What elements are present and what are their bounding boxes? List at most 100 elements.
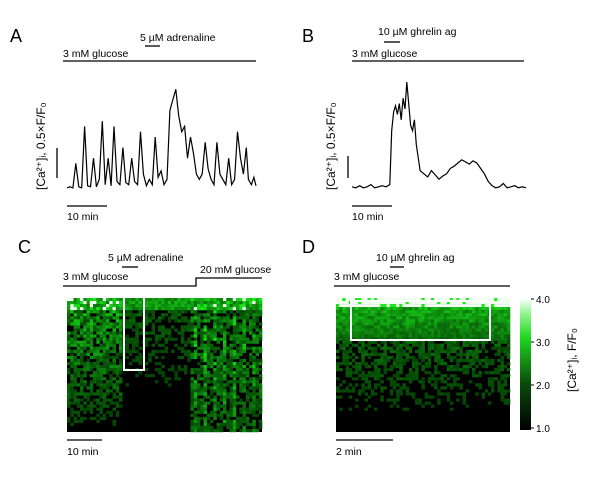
- heatmap-cell: [193, 316, 198, 320]
- heatmap-cell: [475, 355, 479, 360]
- heatmap-cell: [399, 355, 403, 360]
- heatmap-cell: [206, 319, 211, 323]
- heatmap-cell: [415, 298, 419, 302]
- heatmap-cell: [475, 328, 479, 332]
- heatmap-cell: [405, 328, 410, 332]
- heatmap-cell: [236, 416, 240, 420]
- heatmap-cell: [112, 358, 116, 363]
- heatmap-cell: [216, 380, 220, 384]
- heatmap-cell: [380, 331, 384, 335]
- heatmap-cell: [70, 316, 74, 320]
- heatmap-cell: [430, 340, 435, 344]
- heatmap-cell: [437, 352, 441, 356]
- heatmap-cell: [396, 298, 400, 302]
- heatmap-cell: [76, 334, 81, 338]
- heatmap-cell: [128, 301, 133, 305]
- heatmap-cell: [184, 371, 188, 375]
- heatmap-cell: [106, 301, 110, 305]
- heatmap-cell: [197, 383, 201, 387]
- heatmap-cell: [210, 398, 214, 402]
- heatmap-cell: [481, 346, 485, 350]
- heatmap-cell: [361, 334, 365, 338]
- heatmap-cell: [418, 398, 422, 402]
- heatmap-cell: [190, 419, 194, 423]
- heatmap-cell: [213, 319, 217, 323]
- heatmap-cell: [232, 371, 237, 375]
- heatmap-cell: [206, 425, 211, 430]
- heatmap-cell: [446, 331, 451, 335]
- heatmap-cell: [506, 349, 511, 353]
- heatmap-cell: [80, 380, 84, 384]
- heatmap-cell: [418, 331, 422, 335]
- heatmap-cell: [434, 322, 438, 326]
- heatmap-cell: [242, 425, 246, 430]
- heatmap-cell: [132, 328, 136, 332]
- heatmap-cell: [164, 304, 168, 308]
- heatmap-cell: [115, 386, 120, 390]
- heatmap-cell: [472, 316, 476, 320]
- heatmap-cell: [245, 328, 250, 332]
- heatmap-cell: [226, 331, 230, 335]
- heatmap-cell: [456, 325, 460, 329]
- heatmap-cell: [226, 301, 230, 305]
- heatmap-cell: [396, 349, 400, 353]
- heatmap-cell: [242, 313, 246, 317]
- heatmap-cell: [377, 319, 381, 323]
- heatmap-cell: [249, 386, 253, 390]
- heatmap-cell: [345, 358, 349, 363]
- heatmap-cell: [145, 337, 149, 341]
- heatmap-cell: [255, 307, 259, 311]
- heatmap-cell: [462, 365, 466, 369]
- heatmap-cell: [232, 340, 237, 344]
- heatmap-cell: [370, 301, 375, 305]
- heatmap-cell: [380, 313, 384, 317]
- heatmap-cell: [468, 358, 473, 363]
- stimulus-label-a: 5 µM adrenaline: [140, 32, 216, 44]
- heatmap-cell: [478, 334, 482, 338]
- heatmap-cell: [258, 374, 263, 378]
- heatmap-cell: [421, 352, 425, 356]
- heatmap-cell: [115, 355, 120, 360]
- heatmap-cell: [193, 337, 198, 341]
- heatmap-cell: [203, 298, 207, 302]
- heatmap-cell: [364, 310, 368, 314]
- heatmap-cell: [249, 310, 253, 314]
- heatmap-cell: [478, 374, 482, 378]
- heatmap-cell: [96, 310, 100, 314]
- heatmap-cell: [443, 340, 448, 344]
- heatmap-cell: [415, 301, 419, 305]
- heatmap-cell: [396, 325, 400, 329]
- heatmap-cell: [380, 352, 384, 356]
- heatmap-cell: [411, 331, 416, 335]
- heatmap-cell: [180, 368, 185, 372]
- heatmap-cell: [216, 386, 220, 390]
- heatmap-cell: [174, 310, 178, 314]
- heatmap-cell: [197, 407, 201, 411]
- heatmap-cell: [392, 398, 397, 402]
- heatmap-cell: [434, 331, 438, 335]
- heatmap-cell: [242, 322, 246, 326]
- heatmap-cell: [345, 325, 349, 329]
- heatmap-cell: [203, 301, 207, 305]
- heatmap-cell: [472, 355, 476, 360]
- heatmap-cell: [500, 301, 504, 305]
- heatmap-cell: [415, 377, 419, 381]
- heatmap-cell: [475, 325, 479, 329]
- heatmap-cell: [396, 395, 400, 399]
- heatmap-cell: [106, 383, 110, 387]
- heatmap-cell: [242, 380, 246, 384]
- heatmap-cell: [370, 374, 375, 378]
- heatmap-cell: [213, 301, 217, 305]
- heatmap-cell: [367, 301, 372, 305]
- heatmap-cell: [392, 298, 397, 302]
- heatmap-cell: [158, 316, 162, 320]
- heatmap-cell: [405, 355, 410, 360]
- heatmap-cell: [70, 355, 74, 360]
- colorbar: 4.0 3.0 2.0 1.0 [Ca²⁺]ᵢ, F/F₀: [520, 295, 579, 435]
- heatmap-cell: [135, 334, 139, 338]
- heatmap-cell: [421, 358, 425, 363]
- heatmap-cell: [500, 355, 504, 360]
- heatmap-cell: [161, 343, 165, 347]
- heatmap-cell: [73, 340, 77, 344]
- heatmap-cell: [145, 319, 149, 323]
